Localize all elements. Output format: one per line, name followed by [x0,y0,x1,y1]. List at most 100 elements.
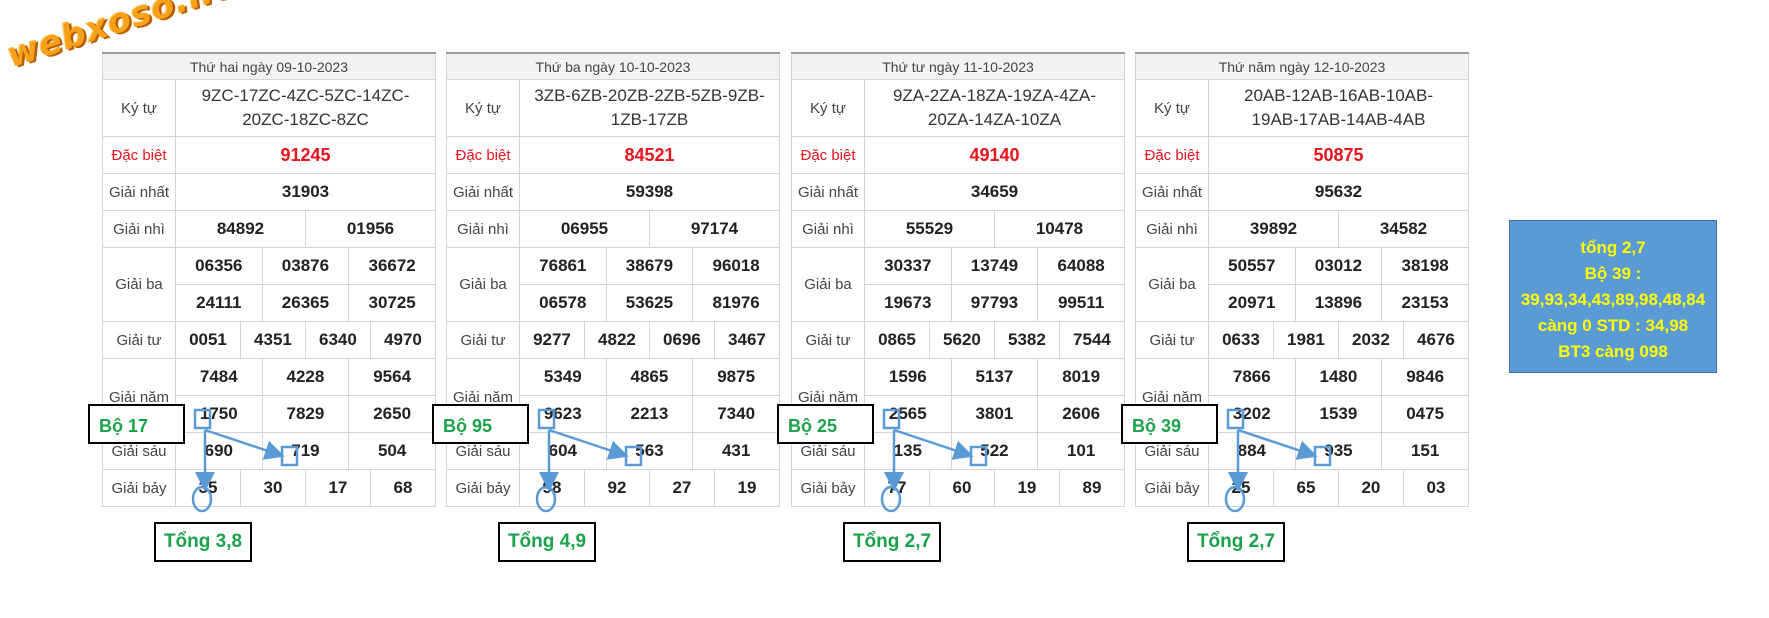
fourth-prize: 5382 [1008,330,1046,349]
bo-label: Bộ 25 [777,404,874,444]
sixth-prize: 563 [635,441,664,460]
third-prize: 23153 [1401,293,1449,312]
result-panel: Thứ ba ngày 10-10-2023 Ký tự 3ZB-6ZB-20ZB… [446,52,781,507]
first-prize: 95632 [1314,182,1363,201]
second-prize: 39892 [1249,219,1298,238]
summary-line-1: tổng 2,7 [1580,238,1646,257]
seventh-prize: 27 [672,478,692,497]
ky-tu-line-2: 20ZA-14ZA-10ZA [927,110,1062,129]
ky-tu-line-2: 20ZC-18ZC-8ZC [242,110,369,129]
result-table: Thứ năm ngày 12-10-2023 Ký tự 20AB-12AB-1… [1135,52,1470,507]
digit-marker-square [280,445,299,467]
fifth-prize: 2606 [1062,404,1101,423]
digit-marker-square [882,408,901,430]
fourth-prize: 0633 [1222,330,1260,349]
ky-tu-line-1: 9ZA-2ZA-18ZA-19ZA-4ZA- [892,86,1097,105]
link-arrow [1237,428,1318,460]
fourth-prize: 2032 [1352,330,1390,349]
sixth-prize: 151 [1410,441,1440,460]
digit-marker-square [1226,408,1245,430]
third-prize: 38679 [625,256,674,275]
third-prize: 06578 [539,293,587,312]
label-giai-bay: Giải bảy [102,469,176,507]
label-giai-ba: Giải ba [102,247,176,322]
fourth-prize: 4676 [1417,330,1455,349]
label-dac-biet: Đặc biệt [102,136,176,174]
fifth-prize: 9564 [373,367,412,386]
bo-label: Bộ 39 [1121,404,1218,444]
seventh-prize: 30 [263,478,283,497]
label-giai-nhi: Giải nhì [446,210,520,248]
label-dac-biet: Đặc biệt [446,136,520,174]
sixth-prize: 522 [980,441,1009,460]
third-prize: 50557 [1228,256,1276,275]
label-giai-nhi: Giải nhì [791,210,865,248]
fifth-prize: 7484 [199,367,238,386]
third-prize: 30725 [368,293,416,312]
third-prize: 13749 [970,256,1019,275]
tong-label: Tổng 2,7 [843,522,941,562]
third-prize: 30337 [884,256,932,275]
third-prize: 26365 [281,293,330,312]
fifth-prize: 9875 [717,367,756,386]
fifth-prize: 5349 [543,367,582,386]
fourth-prize: 7544 [1073,330,1111,349]
second-prize: 84892 [216,219,265,238]
third-prize: 64088 [1057,256,1105,275]
digit-marker-square [537,408,556,430]
fifth-prize: 0475 [1406,404,1445,423]
bo-label: Bộ 17 [88,404,185,444]
fourth-prize: 5620 [943,330,981,349]
second-prize: 01956 [346,219,395,238]
sixth-prize: 101 [1066,441,1096,460]
fourth-prize: 9277 [533,330,571,349]
tong-label: Tổng 4,9 [498,522,596,562]
fifth-prize: 2213 [630,404,669,423]
digit-marker-square [624,445,643,467]
third-prize: 97793 [970,293,1019,312]
third-prize: 19673 [884,293,932,312]
summary-line-5: BT3 càng 098 [1558,342,1668,361]
third-prize: 03012 [1314,256,1363,275]
label-giai-nhi: Giải nhì [1135,210,1209,248]
digit-marker-ellipse [535,485,557,513]
fifth-prize: 5137 [975,367,1014,386]
fifth-prize: 7829 [286,404,325,423]
label-ky-tu: Ký tự [446,79,520,137]
third-prize: 96018 [712,256,760,275]
digit-marker-square [193,408,212,430]
fourth-prize: 1981 [1287,330,1325,349]
second-prize: 10478 [1035,219,1084,238]
seventh-prize: 65 [1296,478,1316,497]
seventh-prize: 92 [607,478,627,497]
sixth-prize: 135 [893,441,922,460]
third-prize: 13896 [1314,293,1363,312]
tong-label: Tổng 3,8 [154,522,252,562]
second-prize: 55529 [905,219,954,238]
sixth-prize: 690 [204,441,233,460]
fifth-prize: 4228 [286,367,325,386]
third-prize: 53625 [625,293,674,312]
label-dac-biet: Đặc biệt [791,136,865,174]
fifth-prize: 1480 [1319,367,1358,386]
seventh-prize: 17 [328,478,348,497]
fifth-prize: 4865 [630,367,669,386]
label-giai-nhat: Giải nhất [102,173,176,211]
fifth-prize: 3801 [975,404,1014,423]
second-prize: 34582 [1379,219,1428,238]
ky-tu-line-2: 1ZB-17ZB [610,110,689,129]
label-giai-ba: Giải ba [791,247,865,322]
digit-marker-ellipse [191,485,213,513]
first-prize: 31903 [281,182,330,201]
third-prize: 81976 [712,293,760,312]
first-prize: 59398 [625,182,674,201]
label-giai-ba: Giải ba [1135,247,1209,322]
fourth-prize: 6340 [319,330,357,349]
panel-date: Thứ ba ngày 10-10-2023 [446,52,780,80]
ky-tu-line-1: 3ZB-6ZB-20ZB-2ZB-5ZB-9ZB- [534,86,765,105]
summary-line-2: Bộ 39 : [1584,264,1642,283]
label-giai-ba: Giải ba [446,247,520,322]
fourth-prize: 3467 [728,330,766,349]
seventh-prize: 60 [952,478,972,497]
ky-tu-line-1: 9ZC-17ZC-4ZC-5ZC-14ZC- [201,86,410,105]
